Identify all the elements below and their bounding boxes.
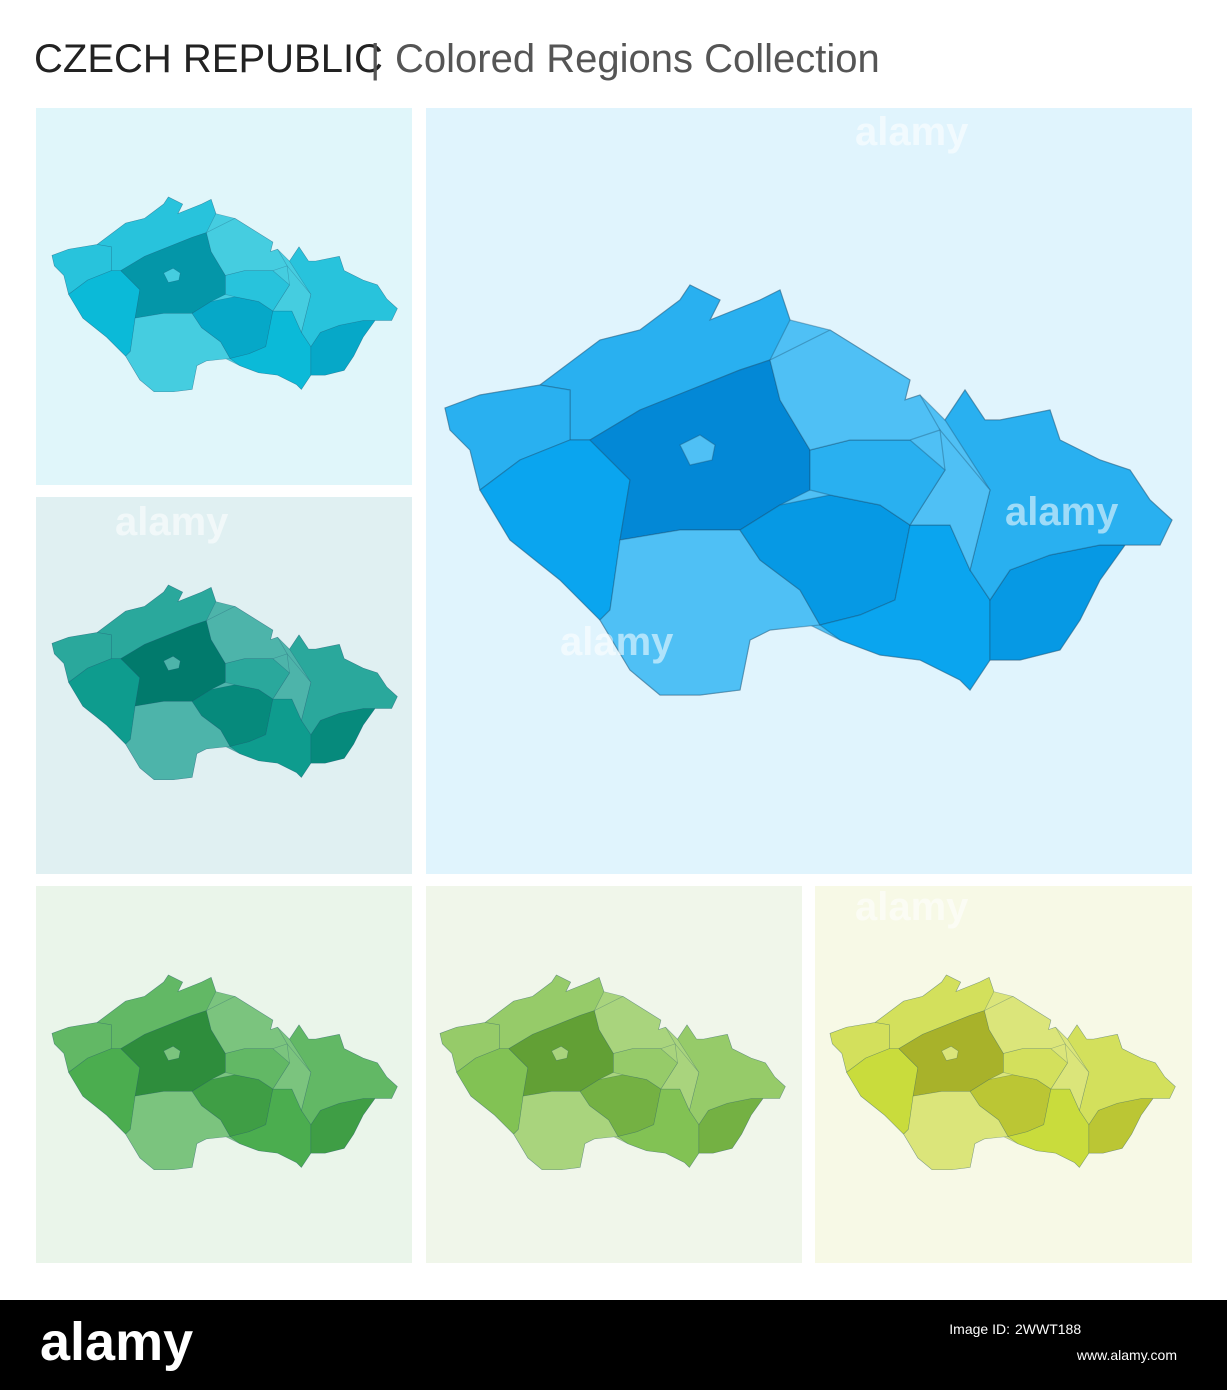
footer-brand: alamy [40,1312,193,1372]
watermark: alamy [855,885,969,929]
title-separator: | [370,37,380,81]
footer-bar [0,1300,1227,1390]
footer-url: www.alamy.com [1076,1347,1177,1363]
title-subtitle: Colored Regions Collection [395,37,880,81]
watermark: alamy [1005,490,1119,534]
watermark: alamy [560,620,674,664]
image-id: 2WWT188 [1015,1321,1081,1337]
title-country: CZECH REPUBLIC [34,37,383,81]
image-id-label: Image ID: [949,1321,1010,1337]
watermark: alamy [115,500,229,544]
watermark: alamy [855,110,969,154]
